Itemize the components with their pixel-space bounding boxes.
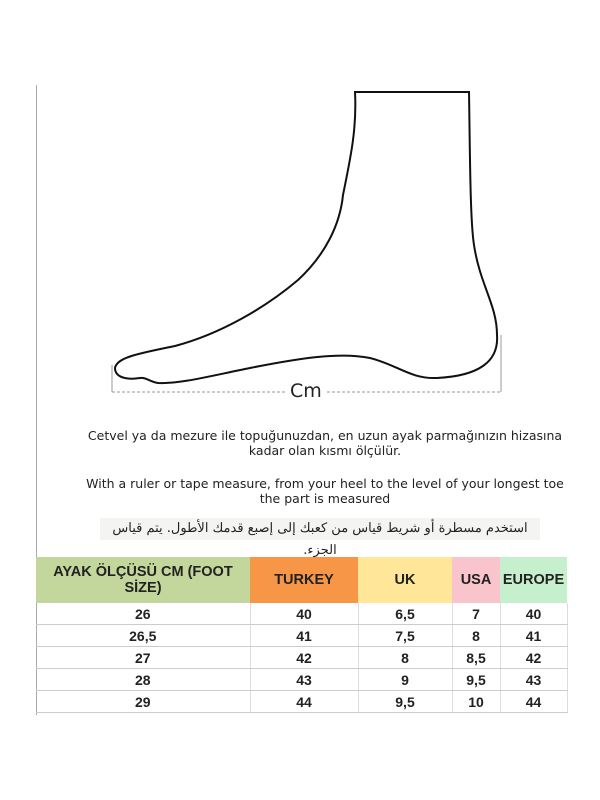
table-cell: 28 [36, 668, 251, 691]
table-cell: 7,5 [358, 624, 453, 647]
table-cell: 9,5 [358, 690, 453, 713]
instruction-arabic: استخدم مسطرة أو شريط قياس من كعبك إلى إص… [100, 518, 540, 558]
table-cell: 8 [358, 646, 453, 669]
table-cell: 8 [452, 624, 501, 647]
table-cell: 8,5 [452, 646, 501, 669]
table-cell: 43 [500, 668, 568, 691]
table-row: 27 42 8 8,5 42 [36, 646, 568, 669]
table-cell: 44 [500, 690, 568, 713]
table-cell: 9 [358, 668, 453, 691]
table-cell: 26,5 [36, 624, 251, 647]
table-cell: 40 [500, 603, 568, 625]
header-turkey: TURKEY [250, 557, 358, 603]
header-uk: UK [358, 557, 452, 603]
left-border-line [36, 85, 37, 715]
table-cell: 41 [250, 624, 359, 647]
table-row: 26,5 41 7,5 8 41 [36, 624, 568, 647]
table-cell: 41 [500, 624, 568, 647]
table-cell: 10 [452, 690, 501, 713]
table-cell: 6,5 [358, 603, 453, 625]
table-cell: 40 [250, 603, 359, 625]
table-row: 26 40 6,5 7 40 [36, 603, 568, 625]
table-row: 28 43 9 9,5 43 [36, 668, 568, 691]
table-cell: 43 [250, 668, 359, 691]
header-usa: USA [452, 557, 500, 603]
table-cell: 7 [452, 603, 501, 625]
table-cell: 9,5 [452, 668, 501, 691]
instruction-turkish: Cetvel ya da mezure ile topuğunuzdan, en… [87, 428, 563, 458]
table-cell: 42 [250, 646, 359, 669]
table-cell: 44 [250, 690, 359, 713]
header-foot-size: AYAK ÖLÇÜSÜ CM (FOOT SİZE) [36, 557, 250, 603]
size-chart-table: AYAK ÖLÇÜSÜ CM (FOOT SİZE) TURKEY UK USA… [36, 557, 568, 713]
instruction-english: With a ruler or tape measure, from your … [86, 476, 564, 506]
table-cell: 42 [500, 646, 568, 669]
table-cell: 29 [36, 690, 251, 713]
foot-outline-diagram [111, 91, 502, 393]
table-header-row: AYAK ÖLÇÜSÜ CM (FOOT SİZE) TURKEY UK USA… [36, 557, 567, 603]
table-cell: 27 [36, 646, 251, 669]
measure-label: Cm [287, 380, 325, 402]
table-row: 29 44 9,5 10 44 [36, 690, 568, 713]
foot-outline [113, 91, 499, 385]
table-cell: 26 [36, 603, 251, 625]
header-europe: EUROPE [500, 557, 567, 603]
